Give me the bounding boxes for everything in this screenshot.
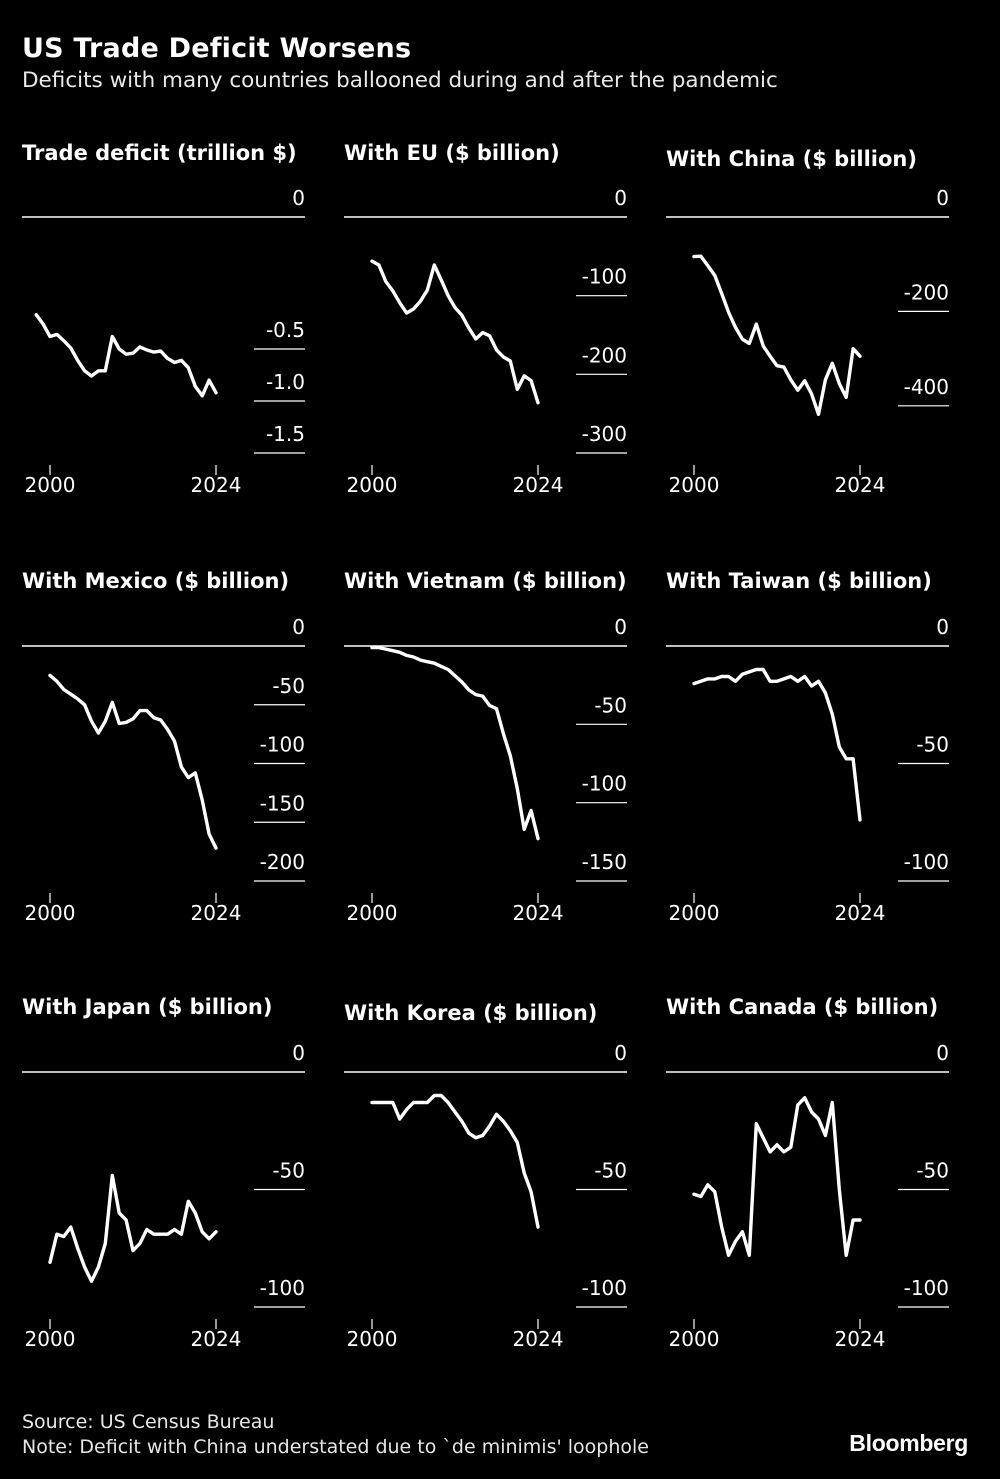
y-tick-label: 0 bbox=[292, 186, 305, 210]
y-tick-label: -300 bbox=[582, 422, 627, 446]
y-tick-label: -50 bbox=[594, 1159, 627, 1183]
y-tick-label: 0 bbox=[936, 1041, 949, 1065]
y-tick-label: 0 bbox=[292, 615, 305, 639]
chart-svg: 0 -50 -100 2000 2024 bbox=[666, 615, 949, 925]
y-tick-label: -200 bbox=[582, 343, 627, 367]
y-tick-label: -150 bbox=[260, 791, 305, 815]
chart-title: With Taiwan ($ billion) bbox=[666, 569, 932, 593]
y-tick-label: -50 bbox=[916, 733, 949, 757]
y-tick-label: -100 bbox=[582, 265, 627, 289]
y-tick-label: -50 bbox=[594, 693, 627, 717]
y-tick-label: -50 bbox=[916, 1159, 949, 1183]
y-tick-label: -1.5 bbox=[266, 422, 305, 446]
y-tick-label: -200 bbox=[260, 850, 305, 874]
y-tick-label: -100 bbox=[582, 1276, 627, 1300]
series-line bbox=[48, 673, 218, 850]
x-tick-label: 2000 bbox=[347, 901, 398, 925]
y-tick-label: 0 bbox=[292, 1041, 305, 1065]
x-tick-label: 2024 bbox=[513, 1327, 564, 1351]
source-note: Source: US Census Bureau bbox=[22, 1411, 275, 1433]
y-tick-label: -0.5 bbox=[266, 318, 305, 342]
y-tick-label: -100 bbox=[582, 772, 627, 796]
series-line bbox=[692, 254, 862, 416]
page-title: US Trade Deficit Worsens bbox=[22, 33, 412, 64]
x-tick-label: 2024 bbox=[513, 473, 564, 497]
y-tick-label: 0 bbox=[614, 186, 627, 210]
x-tick-label: 2000 bbox=[25, 473, 76, 497]
y-tick-label: 0 bbox=[614, 615, 627, 639]
chart-title: With Japan ($ billion) bbox=[22, 995, 273, 1019]
chart-title: With China ($ billion) bbox=[666, 147, 917, 171]
x-tick-label: 2024 bbox=[835, 901, 886, 925]
x-tick-label: 2000 bbox=[669, 901, 720, 925]
footnote: Note: Deficit with China understated due… bbox=[22, 1436, 649, 1458]
chart-title: With Mexico ($ billion) bbox=[22, 569, 290, 593]
series-line bbox=[692, 1096, 862, 1258]
series-line bbox=[370, 259, 540, 405]
y-tick-label: 0 bbox=[614, 1041, 627, 1065]
series-line bbox=[34, 313, 218, 398]
y-tick-label: 0 bbox=[936, 615, 949, 639]
x-tick-label: 2024 bbox=[191, 1327, 242, 1351]
chart-svg: 0 -50 -100 2000 2024 bbox=[344, 1041, 627, 1351]
y-tick-label: -1.0 bbox=[266, 370, 305, 394]
chart-title: With Korea ($ billion) bbox=[344, 1001, 598, 1025]
chart-svg: 0 -100 -200 -300 2000 2024 bbox=[344, 186, 627, 497]
page-subtitle: Deficits with many countries ballooned d… bbox=[22, 68, 778, 93]
bloomberg-logo: Bloomberg bbox=[849, 1430, 968, 1456]
y-tick-label: -200 bbox=[904, 280, 949, 304]
chart-svg: 0 -200 -400 2000 2024 bbox=[666, 186, 949, 497]
chart-svg: 0 -50 -100 -150 2000 2024 bbox=[344, 615, 627, 925]
x-tick-label: 2024 bbox=[835, 1327, 886, 1351]
series-line bbox=[48, 1173, 218, 1283]
y-tick-label: -100 bbox=[904, 850, 949, 874]
y-tick-label: -100 bbox=[904, 1276, 949, 1300]
x-tick-label: 2024 bbox=[191, 473, 242, 497]
x-tick-label: 2000 bbox=[347, 1327, 398, 1351]
y-tick-label: -100 bbox=[260, 1276, 305, 1300]
chart-title: With EU ($ billion) bbox=[344, 141, 560, 165]
chart-title: With Vietnam ($ billion) bbox=[344, 569, 627, 593]
y-tick-label: -100 bbox=[260, 733, 305, 757]
x-tick-label: 2000 bbox=[25, 901, 76, 925]
chart-svg: 0 -50 -100 -150 -200 2000 2024 bbox=[22, 615, 305, 925]
x-tick-label: 2000 bbox=[669, 473, 720, 497]
y-tick-label: -400 bbox=[904, 375, 949, 399]
chart-title: With Canada ($ billion) bbox=[666, 995, 939, 1019]
chart-svg: 0 -0.5 -1.0 -1.5 2000 2024 bbox=[22, 186, 305, 497]
y-tick-label: -150 bbox=[582, 850, 627, 874]
x-tick-label: 2000 bbox=[669, 1327, 720, 1351]
y-tick-label: -50 bbox=[272, 674, 305, 698]
chart-title: Trade deficit (trillion $) bbox=[22, 141, 297, 165]
x-tick-label: 2000 bbox=[347, 473, 398, 497]
x-tick-label: 2024 bbox=[191, 901, 242, 925]
y-tick-label: -50 bbox=[272, 1159, 305, 1183]
x-tick-label: 2024 bbox=[513, 901, 564, 925]
chart-svg: 0 -50 -100 2000 2024 bbox=[666, 1041, 949, 1351]
chart-svg: 0 -50 -100 2000 2024 bbox=[22, 1041, 305, 1351]
series-line bbox=[692, 667, 862, 822]
x-tick-label: 2024 bbox=[835, 473, 886, 497]
series-line bbox=[370, 1093, 540, 1229]
series-line bbox=[370, 645, 540, 841]
y-tick-label: 0 bbox=[936, 186, 949, 210]
x-tick-label: 2000 bbox=[25, 1327, 76, 1351]
